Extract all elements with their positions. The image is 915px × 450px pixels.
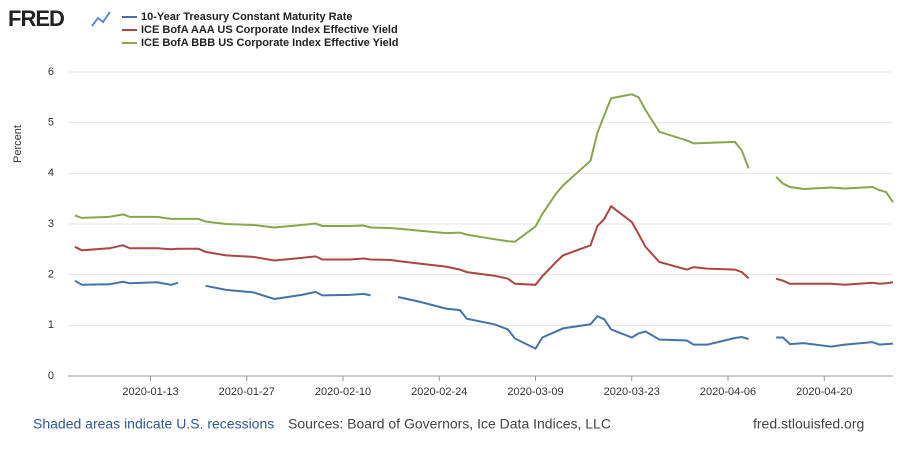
x-tick-label: 2020-04-06 — [700, 386, 756, 398]
y-tick-label: 0 — [48, 370, 54, 382]
y-tick-label: 5 — [48, 117, 54, 129]
legend-label: ICE BofA AAA US Corporate Index Effectiv… — [141, 24, 398, 36]
y-axis-label: Percent — [12, 125, 24, 163]
recession-link[interactable]: Shaded areas indicate U.S. recessions — [33, 416, 274, 432]
legend-label: 10-Year Treasury Constant Maturity Rate — [141, 11, 353, 23]
x-tick-label: 2020-02-24 — [411, 386, 467, 398]
y-tick-label: 4 — [48, 167, 54, 179]
x-tick-label: 2020-01-13 — [122, 386, 178, 398]
legend-label: ICE BofA BBB US Corporate Index Effectiv… — [141, 37, 399, 49]
y-tick-label: 6 — [48, 66, 54, 78]
y-tick-label: 3 — [48, 218, 54, 230]
x-tick-label: 2020-03-09 — [507, 386, 563, 398]
footer-note[interactable]: Shaded areas indicate U.S. recessions — [33, 416, 274, 432]
y-tick-label: 1 — [48, 319, 54, 331]
x-tick-label: 2020-03-23 — [604, 386, 660, 398]
footer-sources: Sources: Board of Governors, Ice Data In… — [288, 416, 611, 432]
x-tick-label: 2020-02-10 — [315, 386, 371, 398]
series-line — [74, 204, 894, 286]
series-line — [74, 93, 894, 243]
logo: FRED — [8, 6, 64, 31]
series-line — [74, 279, 894, 350]
logo-icon — [91, 11, 111, 27]
x-tick-label: 2020-04-20 — [796, 386, 852, 398]
x-tick-label: 2020-01-27 — [219, 386, 275, 398]
y-tick-label: 2 — [48, 269, 54, 281]
footer-site: fred.stlouisfed.org — [753, 416, 864, 432]
